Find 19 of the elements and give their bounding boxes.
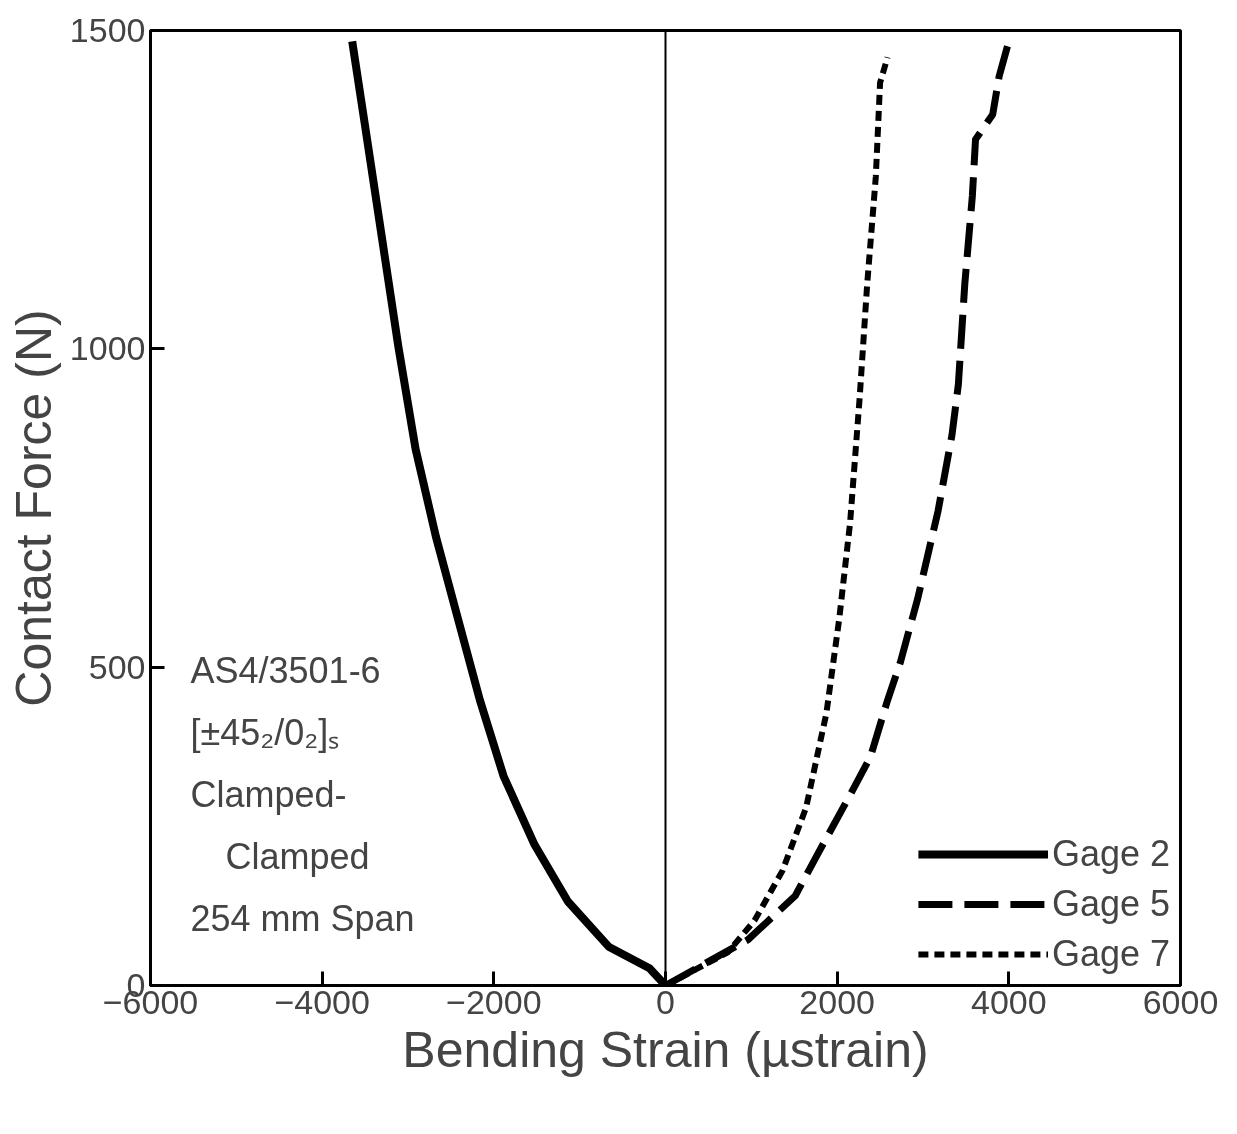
x-tick-label: −4000 [274,982,370,1021]
legend-label: Gage 7 [1051,933,1170,975]
x-tick-label: −2000 [446,982,542,1021]
y-tick-label: 1000 [69,329,146,368]
annotation: Clamped [225,835,370,877]
x-tick-label: 4000 [971,982,1047,1021]
x-axis-title: Bending Strain (µstrain) [402,1021,929,1078]
legend-label: Gage 2 [1051,833,1170,875]
y-tick-label: 1500 [69,11,146,49]
y-tick-label: 500 [88,647,146,686]
annotation: AS4/3501-6 [190,649,381,691]
x-tick-label: 2000 [799,982,875,1021]
y-axis-title: Contact Force (N) [5,309,62,707]
annotation: Clamped- [190,773,347,815]
x-tick-label: 6000 [1142,982,1219,1021]
annotation: 254 mm Span [190,897,415,939]
annotation: [±45₂/0₂]ₛ [190,711,340,753]
legend-label: Gage 5 [1051,883,1170,925]
x-tick-label: 0 [656,982,675,1021]
